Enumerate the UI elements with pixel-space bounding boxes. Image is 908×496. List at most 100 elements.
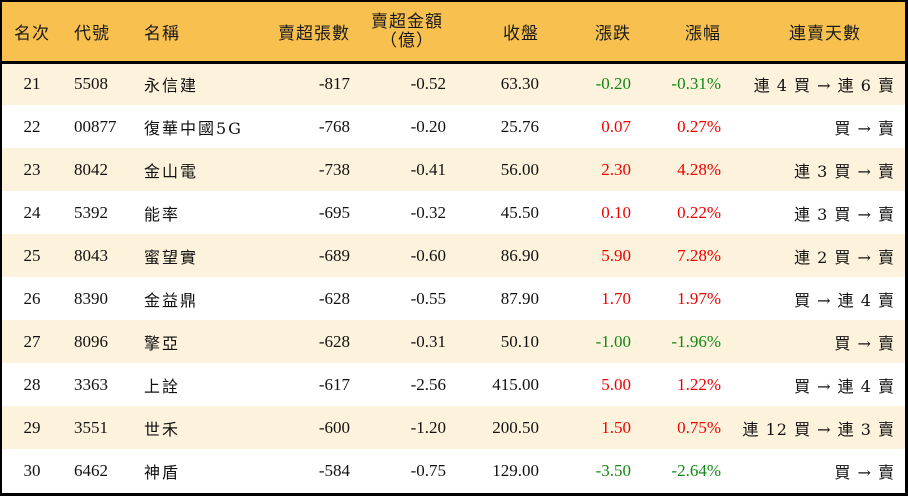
cell-net-sell-amount: -1.20: [410, 417, 446, 437]
cell-change-pct: 7.28%: [677, 245, 721, 265]
table-row[interactable]: 30 6462 神盾 -584 -0.75 129.00 -3.50 -2.64…: [2, 449, 905, 492]
header-name[interactable]: 名稱: [132, 2, 252, 64]
table-row[interactable]: 25 8043 蜜望實 -689 -0.60 86.90 5.90 7.28% …: [2, 234, 905, 277]
cell-code: 5392: [74, 202, 108, 222]
cell-rank: 25: [23, 245, 41, 265]
cell-rank: 21: [23, 74, 41, 94]
cell-change: 5.00: [601, 374, 631, 394]
cell-code: 8390: [74, 288, 108, 308]
cell-net-sell-lots: -617: [318, 374, 350, 394]
cell-consecutive-days: 連 4 買 → 連 6 賣: [753, 76, 895, 96]
table-row[interactable]: 22 00877 復華中國5G -768 -0.20 25.76 0.07 0.…: [2, 105, 905, 148]
cell-name[interactable]: 上詮: [144, 376, 181, 396]
cell-name[interactable]: 金山電: [144, 161, 199, 181]
cell-change-pct: 1.97%: [677, 288, 721, 308]
cell-net-sell-lots: -738: [318, 159, 350, 179]
cell-consecutive-days: 買 → 賣: [834, 333, 895, 353]
table-row[interactable]: 26 8390 金益鼎 -628 -0.55 87.90 1.70 1.97% …: [2, 277, 905, 320]
cell-rank: 30: [23, 460, 41, 480]
table-row[interactable]: 21 5508 永信建 -817 -0.52 63.30 -0.20 -0.31…: [2, 62, 905, 105]
cell-net-sell-amount: -0.41: [410, 159, 446, 179]
cell-code: 8096: [74, 331, 108, 351]
cell-name[interactable]: 金益鼎: [144, 290, 199, 310]
cell-rank: 26: [23, 288, 41, 308]
table-body: 21 5508 永信建 -817 -0.52 63.30 -0.20 -0.31…: [2, 62, 905, 492]
cell-change-pct: 0.75%: [677, 417, 721, 437]
header-change-pct[interactable]: 漲幅: [635, 2, 725, 64]
cell-change-pct: 0.27%: [677, 116, 721, 136]
cell-close: 87.90: [500, 288, 539, 308]
cell-consecutive-days: 連 2 買 → 賣: [794, 247, 895, 267]
cell-name[interactable]: 世禾: [144, 419, 181, 439]
cell-close: 56.00: [500, 159, 539, 179]
table-row[interactable]: 24 5392 能率 -695 -0.32 45.50 0.10 0.22% 連…: [2, 191, 905, 234]
cell-name[interactable]: 蜜望實: [144, 247, 199, 267]
cell-close: 25.76: [500, 116, 539, 136]
cell-code: 00877: [74, 116, 117, 136]
cell-code: 3551: [74, 417, 108, 437]
header-change[interactable]: 漲跌: [543, 2, 635, 64]
cell-net-sell-lots: -768: [318, 116, 350, 136]
cell-rank: 28: [23, 374, 41, 394]
table-row[interactable]: 27 8096 擎亞 -628 -0.31 50.10 -1.00 -1.96%…: [2, 320, 905, 363]
cell-change: 1.50: [601, 417, 631, 437]
cell-change-pct: -1.96%: [671, 331, 721, 351]
cell-consecutive-days: 買 → 賣: [834, 118, 895, 138]
cell-net-sell-lots: -584: [318, 460, 350, 480]
header-row: 名次 代號 名稱 賣超張數 賣超金額 （億） 收盤 漲跌 漲幅 連賣天數: [2, 2, 905, 64]
cell-code: 5508: [74, 74, 108, 94]
cell-net-sell-lots: -689: [318, 245, 350, 265]
cell-net-sell-amount: -0.52: [410, 74, 446, 94]
cell-change-pct: 0.22%: [677, 202, 721, 222]
cell-change: -1.00: [595, 331, 631, 351]
cell-name[interactable]: 復華中國5G: [144, 118, 243, 138]
cell-change: 1.70: [601, 288, 631, 308]
cell-consecutive-days: 買 → 賣: [834, 462, 895, 482]
cell-net-sell-amount: -2.56: [410, 374, 446, 394]
header-net-sell-amount-line1: 賣超金額: [371, 11, 443, 32]
cell-net-sell-amount: -0.55: [410, 288, 446, 308]
header-net-sell-amount[interactable]: 賣超金額 （億）: [350, 2, 450, 64]
cell-consecutive-days: 買 → 連 4 賣: [794, 376, 895, 396]
cell-rank: 24: [23, 202, 41, 222]
table-row[interactable]: 29 3551 世禾 -600 -1.20 200.50 1.50 0.75% …: [2, 406, 905, 449]
cell-name[interactable]: 能率: [144, 204, 181, 224]
header-net-sell-lots[interactable]: 賣超張數: [252, 2, 350, 64]
cell-name[interactable]: 神盾: [144, 462, 181, 482]
cell-rank: 27: [23, 331, 41, 351]
cell-close: 50.10: [500, 331, 539, 351]
cell-net-sell-lots: -628: [318, 331, 350, 351]
cell-rank: 29: [23, 417, 41, 437]
cell-net-sell-amount: -0.31: [410, 331, 446, 351]
cell-change-pct: 4.28%: [677, 159, 721, 179]
header-consecutive-days[interactable]: 連賣天數: [725, 2, 905, 64]
cell-close: 86.90: [500, 245, 539, 265]
cell-code: 6462: [74, 460, 108, 480]
cell-code: 3363: [74, 374, 108, 394]
cell-net-sell-lots: -817: [318, 74, 350, 94]
header-rank[interactable]: 名次: [2, 2, 62, 64]
table-row[interactable]: 23 8042 金山電 -738 -0.41 56.00 2.30 4.28% …: [2, 148, 905, 191]
header-code[interactable]: 代號: [62, 2, 132, 64]
header-net-sell-amount-line2: （億）: [380, 30, 434, 51]
cell-close: 45.50: [500, 202, 539, 222]
cell-change-pct: 1.22%: [677, 374, 721, 394]
cell-change: 0.07: [601, 116, 631, 136]
table-row[interactable]: 28 3363 上詮 -617 -2.56 415.00 5.00 1.22% …: [2, 363, 905, 406]
cell-rank: 22: [23, 116, 41, 136]
cell-name[interactable]: 永信建: [144, 76, 199, 96]
header-close[interactable]: 收盤: [450, 2, 543, 64]
cell-net-sell-lots: -628: [318, 288, 350, 308]
cell-code: 8042: [74, 159, 108, 179]
cell-consecutive-days: 買 → 連 4 賣: [794, 290, 895, 310]
cell-name[interactable]: 擎亞: [144, 333, 181, 353]
cell-change-pct: -2.64%: [671, 460, 721, 480]
cell-close: 200.50: [492, 417, 539, 437]
cell-change: -3.50: [595, 460, 631, 480]
cell-code: 8043: [74, 245, 108, 265]
cell-net-sell-lots: -600: [318, 417, 350, 437]
cell-change: 0.10: [601, 202, 631, 222]
cell-net-sell-amount: -0.32: [410, 202, 446, 222]
